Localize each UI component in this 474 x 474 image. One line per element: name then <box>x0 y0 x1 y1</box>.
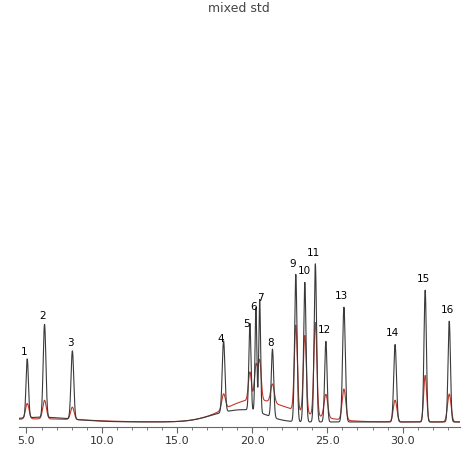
Text: 2: 2 <box>39 311 46 321</box>
Text: 10: 10 <box>298 266 310 276</box>
Text: 13: 13 <box>335 291 348 301</box>
Title: mixed std: mixed std <box>209 2 270 15</box>
Text: 11: 11 <box>307 247 320 258</box>
Text: 8: 8 <box>267 337 273 347</box>
Text: 3: 3 <box>67 337 73 347</box>
Text: 12: 12 <box>318 325 331 335</box>
Text: 16: 16 <box>441 305 455 315</box>
Text: 1: 1 <box>21 347 27 357</box>
Text: 9: 9 <box>290 258 296 268</box>
Text: 6: 6 <box>250 302 257 312</box>
Text: 15: 15 <box>417 274 430 284</box>
Text: 5: 5 <box>244 319 250 329</box>
Text: 4: 4 <box>217 335 224 345</box>
Text: 14: 14 <box>386 328 400 338</box>
Text: 7: 7 <box>257 292 264 302</box>
